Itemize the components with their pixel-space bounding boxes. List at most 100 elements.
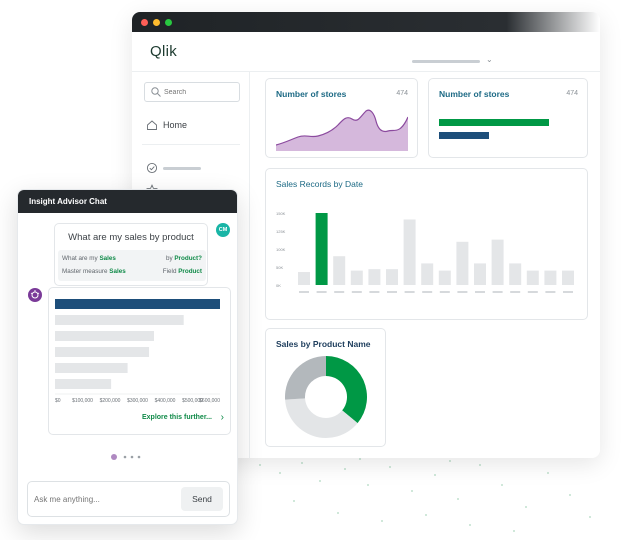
- sales-bar: [350, 270, 363, 285]
- x-tick-placeholder: [475, 291, 485, 293]
- interpretation-row: Master measure Sales Field Product: [62, 268, 204, 278]
- home-icon: [147, 120, 157, 130]
- sales-bar: [315, 213, 328, 285]
- x-tick-placeholder: [439, 291, 450, 293]
- donut-segment: [285, 356, 326, 400]
- user-avatar: CM: [216, 223, 230, 237]
- card-title: Number of stores: [439, 89, 510, 99]
- sidebar: Home: [132, 72, 250, 458]
- sidebar-item-placeholder-bar: [163, 167, 201, 170]
- card-title: Sales by Product Name: [276, 339, 371, 349]
- close-window-button[interactable]: [141, 19, 148, 26]
- search-icon: [151, 87, 161, 97]
- donut-chart: [285, 356, 367, 438]
- row-term: Product: [178, 268, 202, 275]
- x-tick-label: $100,000: [72, 398, 93, 404]
- y-tick-label: 50K: [276, 265, 283, 270]
- sales-bar: [403, 219, 416, 285]
- sidebar-item-label: Home: [163, 120, 188, 130]
- interpretation-box: What are my Sales by Product? Master mea…: [58, 250, 206, 281]
- search-box[interactable]: [144, 82, 240, 102]
- x-tick-placeholder: [510, 291, 521, 293]
- interpretation-row: What are my Sales by Product?: [62, 255, 204, 265]
- result-bar: [55, 331, 154, 341]
- card-title: Number of stores: [276, 89, 347, 99]
- insight-advisor-icon: [28, 288, 42, 302]
- result-bar: [55, 299, 220, 309]
- sales-bar: [386, 269, 398, 285]
- user-question: What are my sales by product: [68, 232, 194, 243]
- x-tick-placeholder: [299, 291, 309, 293]
- chevron-down-icon[interactable]: ⌄: [486, 55, 493, 64]
- kpi-card-stores-bars[interactable]: Number of stores 474: [428, 78, 588, 158]
- y-tick-label: 100K: [276, 247, 286, 252]
- y-tick-label: 125K: [276, 229, 286, 234]
- sales-bar: [421, 263, 434, 285]
- x-tick-label: $0: [55, 398, 61, 404]
- sidebar-item-checked[interactable]: [146, 162, 216, 176]
- sales-records-chart: 150K 125K 100K 50K 0K: [276, 211, 574, 293]
- x-tick-placeholder: [351, 291, 362, 293]
- x-tick-placeholder: [422, 291, 433, 293]
- area-sparkline: [276, 109, 408, 151]
- chat-header: Insight Advisor Chat: [18, 190, 237, 213]
- donut-segment: [285, 398, 358, 438]
- y-tick-label: 0K: [276, 283, 281, 288]
- send-button[interactable]: Send: [181, 487, 223, 511]
- chevron-right-icon[interactable]: ›: [220, 412, 224, 423]
- card-title: Sales Records by Date: [276, 179, 363, 189]
- row-text: Field: [162, 268, 177, 275]
- x-tick-label: $200,000: [100, 398, 121, 404]
- card-value: 474: [396, 90, 408, 97]
- donut-segment: [326, 356, 367, 424]
- chat-input-box: Send: [27, 481, 230, 517]
- chat-input[interactable]: [34, 492, 174, 506]
- sales-bar: [526, 270, 539, 285]
- x-tick-placeholder: [527, 291, 538, 293]
- result-chart-card: $0 $100,000 $200,000 $300,000 $400,000 $500,0…: [48, 287, 231, 435]
- sales-bar: [368, 269, 381, 285]
- kpi-bar-navy: [439, 132, 489, 139]
- x-tick-placeholder: [404, 291, 415, 293]
- sales-bar: [333, 256, 346, 285]
- sales-bar: [438, 270, 451, 285]
- row-term: Product?: [174, 255, 202, 262]
- row-text: by: [165, 255, 173, 262]
- user-message: What are my sales by product What are my…: [54, 223, 208, 286]
- sidebar-item-home[interactable]: Home: [146, 118, 236, 134]
- sales-bar: [298, 272, 310, 285]
- explore-link[interactable]: Explore this further...: [141, 414, 212, 421]
- kpi-bar-green: [439, 119, 549, 126]
- x-tick-placeholder: [457, 291, 468, 293]
- y-tick-label: 150K: [276, 211, 286, 216]
- typing-indicator: [111, 454, 141, 460]
- sales-bar: [544, 270, 557, 285]
- x-tick-label: $300,000: [127, 398, 148, 404]
- topbar-placeholder-bar: [412, 60, 480, 63]
- sales-bar: [491, 239, 504, 285]
- check-circle-icon: [146, 162, 158, 174]
- window-titlebar: [132, 12, 600, 32]
- sidebar-divider: [142, 144, 240, 145]
- chat-title: Insight Advisor Chat: [29, 197, 107, 206]
- x-tick-placeholder: [545, 291, 556, 293]
- x-tick-label: $400,000: [155, 398, 176, 404]
- sales-bar: [456, 241, 469, 285]
- sales-records-card[interactable]: Sales Records by Date 150K 125K 100K 50K 0K: [265, 168, 588, 320]
- x-tick-placeholder: [492, 291, 503, 293]
- search-input[interactable]: [164, 85, 236, 100]
- sales-by-product-card[interactable]: Sales by Product Name: [265, 328, 386, 447]
- row-term: Sales: [109, 268, 126, 275]
- x-tick-label: $600,000: [199, 398, 220, 404]
- row-term: Sales: [99, 255, 116, 262]
- sales-bar: [509, 263, 522, 285]
- result-bar: [55, 379, 112, 389]
- insight-advisor-chat: Insight Advisor Chat What are my sales b…: [17, 189, 238, 525]
- result-bar: [55, 347, 150, 357]
- qlik-logo: Qlik: [150, 43, 178, 60]
- card-value: 474: [566, 90, 578, 97]
- maximize-window-button[interactable]: [165, 19, 172, 26]
- kpi-card-stores-area[interactable]: Number of stores 474: [265, 78, 418, 158]
- sales-bar: [562, 270, 574, 285]
- minimize-window-button[interactable]: [153, 19, 160, 26]
